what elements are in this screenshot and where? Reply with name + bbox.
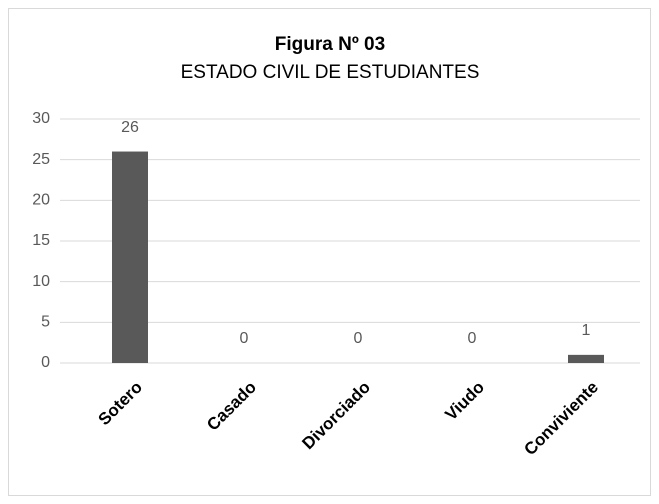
data-label: 1 bbox=[582, 322, 591, 339]
y-tick-label: 25 bbox=[32, 151, 50, 168]
y-tick-label: 5 bbox=[41, 314, 50, 331]
data-label: 26 bbox=[121, 119, 139, 136]
y-tick-label: 15 bbox=[32, 232, 50, 249]
y-tick-label: 20 bbox=[32, 192, 50, 209]
y-tick-label: 30 bbox=[32, 110, 50, 127]
bar bbox=[112, 151, 148, 363]
data-label: 0 bbox=[354, 330, 363, 347]
y-tick-label: 10 bbox=[32, 273, 50, 290]
chart-subtitle: ESTADO CIVIL DE ESTUDIANTES bbox=[181, 62, 480, 83]
chart-title: Figura Nº 03 bbox=[275, 34, 385, 55]
y-tick-label: 0 bbox=[41, 354, 50, 371]
bar bbox=[568, 354, 604, 363]
data-label: 0 bbox=[468, 330, 477, 347]
data-label: 0 bbox=[240, 330, 249, 347]
